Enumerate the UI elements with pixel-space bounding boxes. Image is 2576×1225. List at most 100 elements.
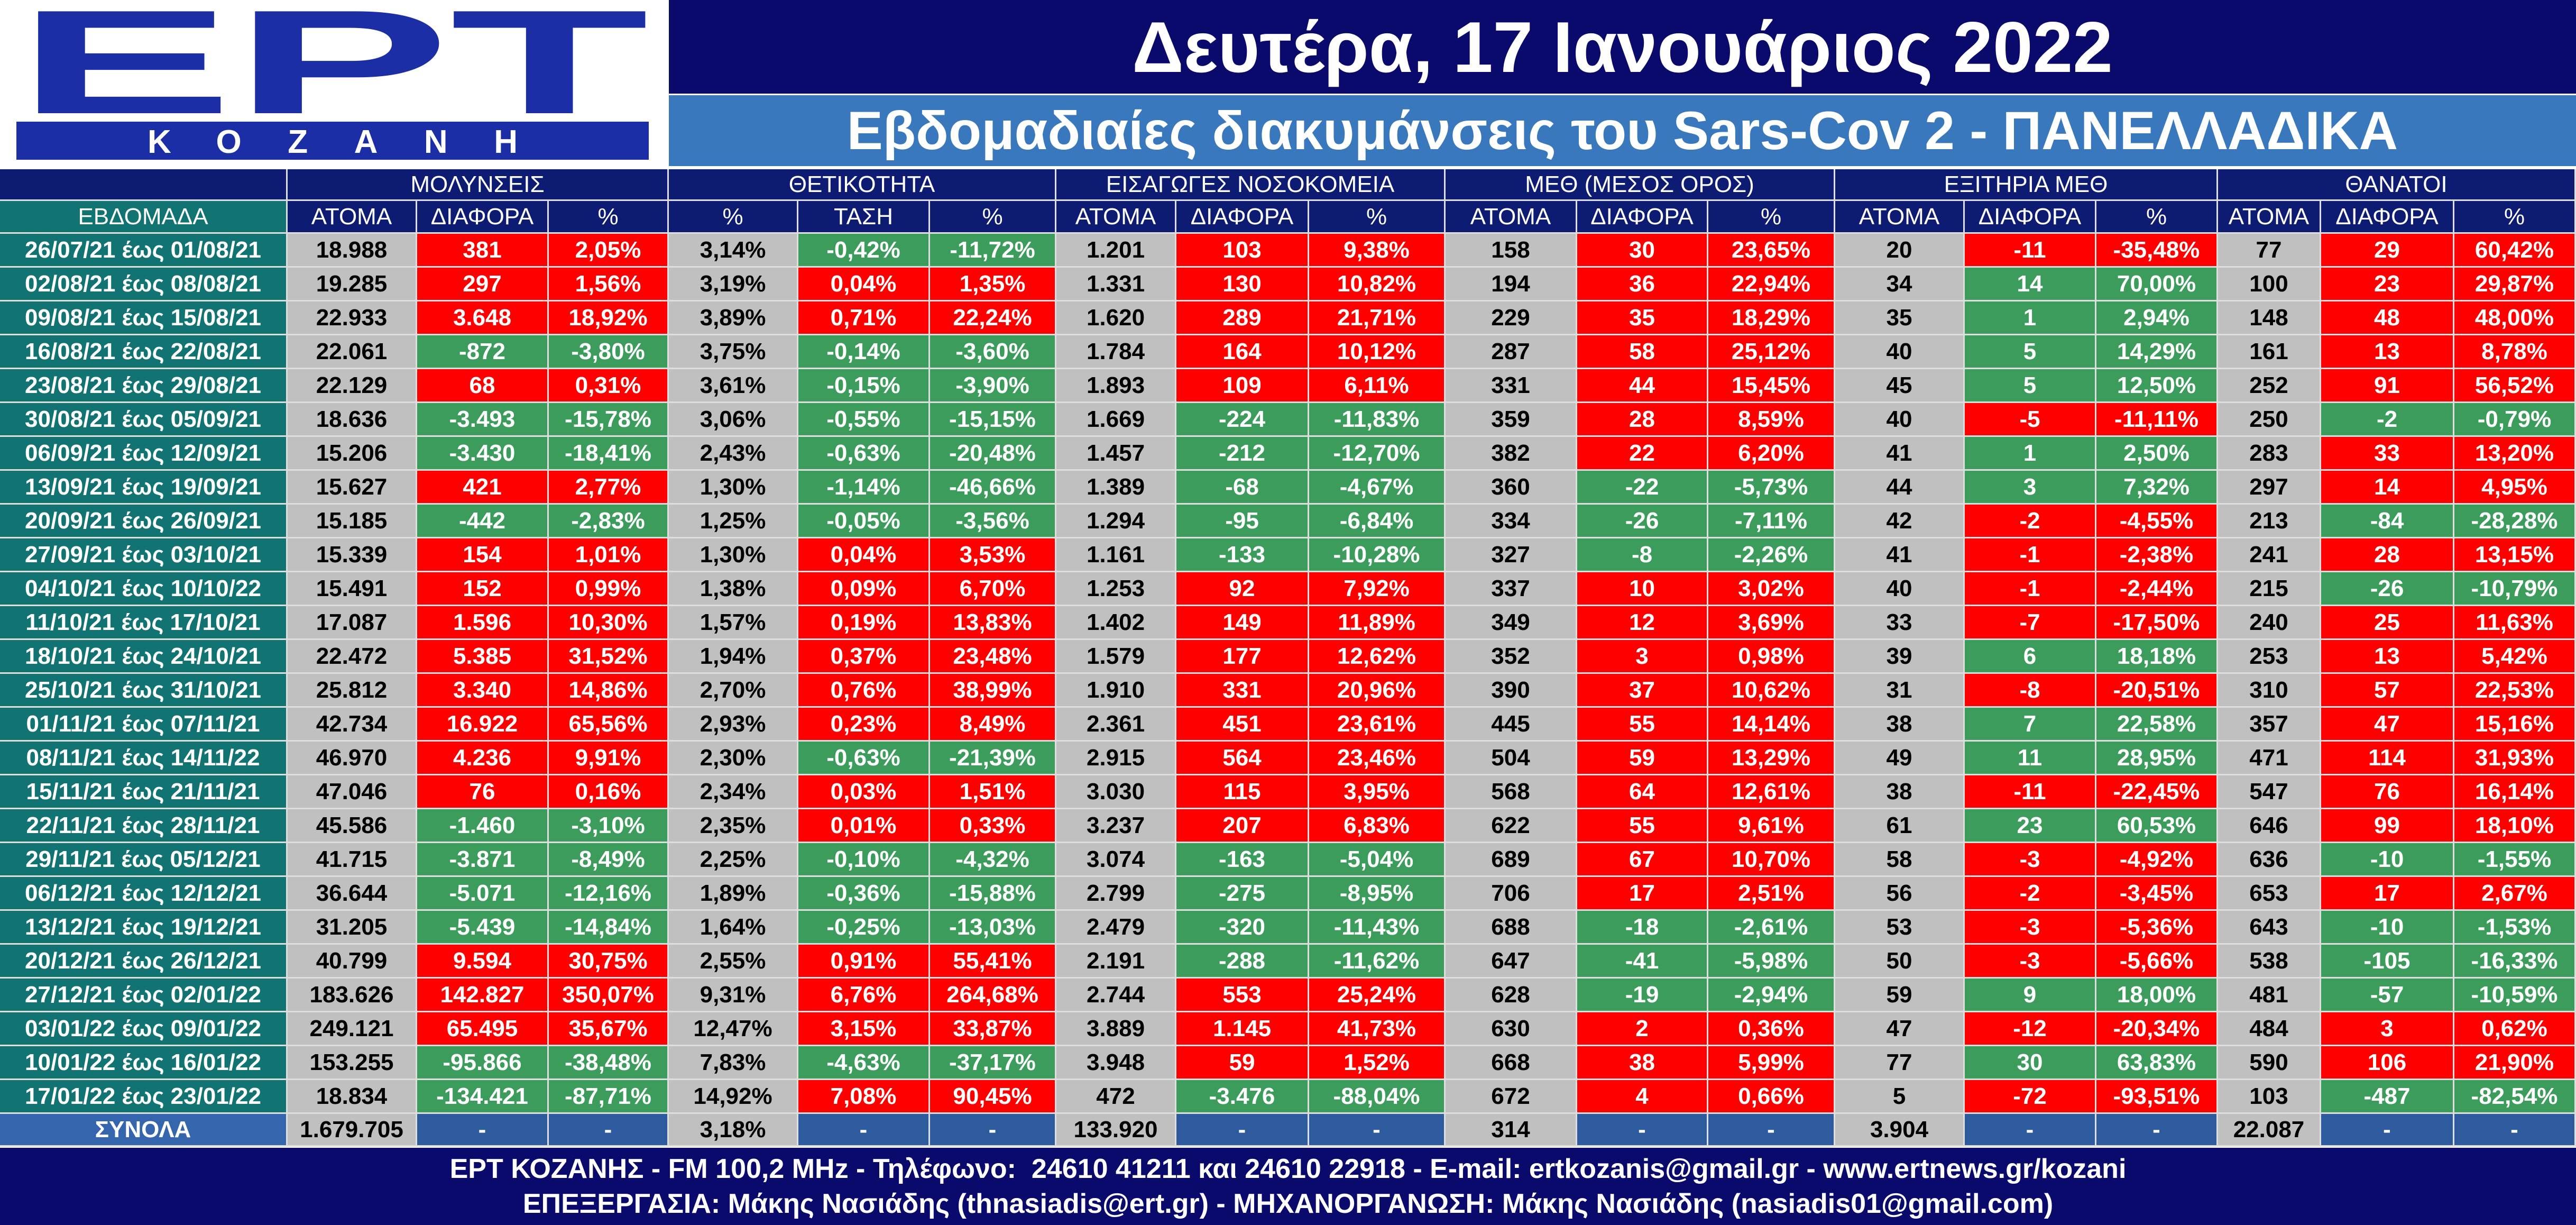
icu-discharges-pct-cell: 12,50% [2096,369,2218,403]
group-header-admissions: ΕΙΣΑΓΩΓΕΣ ΝΟΣΟΚΟΜΕΙΑ [1056,169,1446,201]
admissions-diff-cell: 59 [1176,1046,1309,1080]
admissions-pct-cell: 6,83% [1309,809,1446,843]
positivity-trend-cell: -0,55% [798,403,930,437]
column-header-infections-count: ΑΤΟΜΑ [288,201,417,234]
totals-deaths-count-cell: 22.087 [2218,1114,2321,1147]
admissions-count-cell: 2.744 [1056,979,1176,1012]
infections-pct-cell: 35,67% [549,1012,669,1046]
totals-label: ΣΥΝΟΛΑ [0,1114,288,1147]
icu-discharges-pct-cell: 70,00% [2096,268,2218,301]
deaths-pct-cell: 4,95% [2454,471,2576,505]
admissions-pct-cell: 41,73% [1309,1012,1446,1046]
infections-pct-cell: -2,83% [549,505,669,538]
infections-diff-cell: 297 [417,268,549,301]
positivity-pct-cell: 2,93% [669,708,798,742]
icu-discharges-diff-cell: 23 [1965,809,2096,843]
deaths-pct-cell: 13,20% [2454,437,2576,471]
admissions-diff-cell: 130 [1176,268,1309,301]
column-header-admissions-pct: % [1309,201,1446,234]
infections-diff-cell: 3.340 [417,674,549,708]
admissions-diff-cell: -224 [1176,403,1309,437]
positivity-trend-pct-cell: 55,41% [930,945,1056,979]
infections-pct-cell: -14,84% [549,911,669,945]
positivity-pct-cell: 2,34% [669,775,798,809]
icu-discharges-count-cell: 38 [1835,775,1965,809]
infections-count-cell: 15.206 [288,437,417,471]
icu-discharges-count-cell: 45 [1835,369,1965,403]
week-cell: 27/09/21 έως 03/10/21 [0,538,288,572]
infections-count-cell: 47.046 [288,775,417,809]
totals-deaths-diff-cell: - [2321,1114,2454,1147]
positivity-trend-pct-cell: -3,90% [930,369,1056,403]
positivity-trend-pct-cell: -20,48% [930,437,1056,471]
icu-diff-cell: 67 [1577,843,1708,877]
infections-diff-cell: -442 [417,505,549,538]
positivity-trend-cell: 0,09% [798,572,930,606]
icu-pct-cell: -5,73% [1708,471,1835,505]
icu-discharges-pct-cell: 18,18% [2096,640,2218,674]
positivity-trend-pct-cell: -3,56% [930,505,1056,538]
icu-discharges-diff-cell: -3 [1965,911,2096,945]
week-column-header: ΕΒΔΟΜΑΔΑ [0,201,288,234]
icu-pct-cell: 25,12% [1708,335,1835,369]
admissions-pct-cell: 1,52% [1309,1046,1446,1080]
deaths-diff-cell: -26 [2321,572,2454,606]
admissions-diff-cell: -68 [1176,471,1309,505]
admissions-diff-cell: 149 [1176,606,1309,640]
deaths-pct-cell: 0,62% [2454,1012,2576,1046]
positivity-trend-cell: 0,23% [798,708,930,742]
positivity-trend-cell: 0,37% [798,640,930,674]
positivity-trend-pct-cell: -21,39% [930,742,1056,775]
admissions-diff-cell: -212 [1176,437,1309,471]
footer-credits-line: ΕΠΕΞΕΡΓΑΣΙΑ: Μάκης Νασιάδης (thnasiadis@… [522,1189,2054,1219]
icu-diff-cell: -22 [1577,471,1708,505]
week-cell: 04/10/21 έως 10/10/22 [0,572,288,606]
icu-diff-cell: -26 [1577,505,1708,538]
positivity-trend-cell: -4,63% [798,1046,930,1080]
totals-infections-diff-cell: - [417,1114,549,1147]
icu-pct-cell: 9,61% [1708,809,1835,843]
infections-pct-cell: 1,01% [549,538,669,572]
positivity-pct-cell: 1,64% [669,911,798,945]
admissions-diff-cell: 289 [1176,301,1309,335]
totals-positivity-trend-pct-cell: - [930,1114,1056,1147]
admissions-count-cell: 3.074 [1056,843,1176,877]
icu-discharges-diff-cell: -8 [1965,674,2096,708]
positivity-trend-pct-cell: -37,17% [930,1046,1056,1080]
totals-icu-discharges-diff-cell: - [1965,1114,2096,1147]
admissions-diff-cell: -288 [1176,945,1309,979]
icu-pct-cell: 0,66% [1708,1080,1835,1114]
icu-pct-cell: -2,61% [1708,911,1835,945]
infections-count-cell: 40.799 [288,945,417,979]
icu-discharges-pct-cell: 22,58% [2096,708,2218,742]
icu-discharges-pct-cell: -20,34% [2096,1012,2218,1046]
icu-discharges-diff-cell: -1 [1965,538,2096,572]
icu-discharges-diff-cell: 30 [1965,1046,2096,1080]
deaths-pct-cell: 60,42% [2454,234,2576,268]
icu-pct-cell: 22,94% [1708,268,1835,301]
admissions-diff-cell: 115 [1176,775,1309,809]
icu-discharges-count-cell: 59 [1835,979,1965,1012]
footer-contact-line: ΕΡΤ ΚΟΖΑΝΗΣ - FM 100,2 MHz - Τηλέφωνο: 2… [449,1154,2127,1184]
infections-count-cell: 22.472 [288,640,417,674]
column-header-icu-discharges-count: ΑΤΟΜΑ [1835,201,1965,234]
icu-discharges-diff-cell: -3 [1965,843,2096,877]
week-cell: 27/12/21 έως 02/01/22 [0,979,288,1012]
infections-pct-cell: 14,86% [549,674,669,708]
admissions-pct-cell: -8,95% [1309,877,1446,911]
icu-discharges-count-cell: 40 [1835,335,1965,369]
deaths-count-cell: 590 [2218,1046,2321,1080]
icu-pct-cell: -7,11% [1708,505,1835,538]
icu-diff-cell: 58 [1577,335,1708,369]
positivity-trend-pct-cell: 23,48% [930,640,1056,674]
icu-count-cell: 689 [1446,843,1577,877]
infections-count-cell: 46.970 [288,742,417,775]
icu-discharges-diff-cell: 5 [1965,369,2096,403]
infections-diff-cell: 154 [417,538,549,572]
icu-count-cell: 688 [1446,911,1577,945]
positivity-trend-cell: -0,15% [798,369,930,403]
positivity-pct-cell: 1,94% [669,640,798,674]
deaths-pct-cell: -28,28% [2454,505,2576,538]
infections-diff-cell: 76 [417,775,549,809]
deaths-count-cell: 77 [2218,234,2321,268]
